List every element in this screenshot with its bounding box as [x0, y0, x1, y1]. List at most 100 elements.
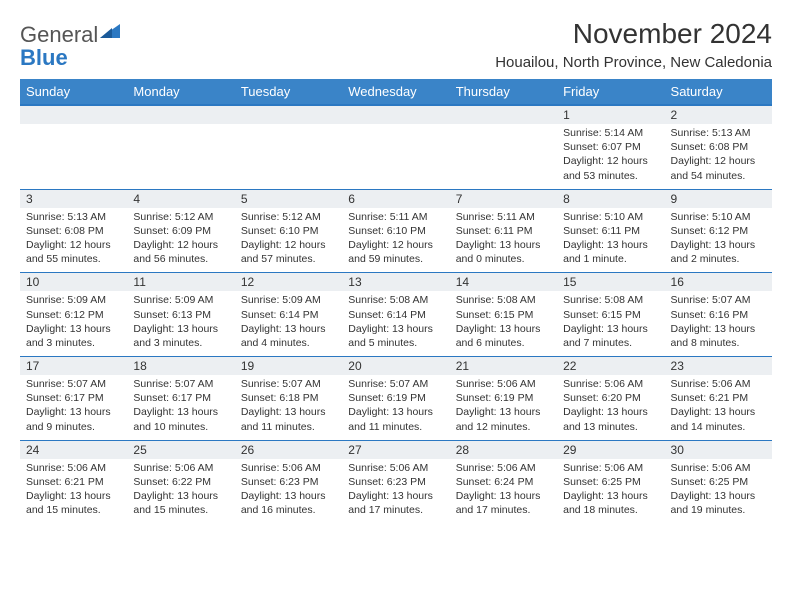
- day-number: 15: [557, 273, 664, 291]
- day-number: 9: [665, 190, 772, 208]
- calendar-day-cell: 27Sunrise: 5:06 AMSunset: 6:23 PMDayligh…: [342, 440, 449, 523]
- calendar-day-cell: 15 Sunrise: 5:08 AMSunset: 6:15 PMDayligh…: [557, 273, 664, 357]
- day-number: 18: [127, 357, 234, 375]
- calendar-week-row: 10Sunrise: 5:09 AMSunset: 6:12 PMDayligh…: [20, 273, 772, 357]
- day-number: 30: [665, 441, 772, 459]
- calendar-day-cell: 3 Sunrise: 5:13 AMSunset: 6:08 PMDaylight…: [20, 189, 127, 273]
- day-details: Sunrise: 5:06 AMSunset: 6:23 PMDaylight:…: [241, 461, 336, 518]
- sunrise-text: Sunrise: 5:13 AM: [671, 126, 766, 140]
- sunrise-text: Sunrise: 5:06 AM: [133, 461, 228, 475]
- daylight-text: Daylight: 13 hours and 0 minutes.: [456, 238, 551, 266]
- daylight-text: Daylight: 13 hours and 11 minutes.: [241, 405, 336, 433]
- day-number: 6: [342, 190, 449, 208]
- calendar-table: SundayMondayTuesdayWednesdayThursdayFrid…: [20, 79, 772, 523]
- day-details: Sunrise: 5:07 AMSunset: 6:17 PMDaylight:…: [133, 377, 228, 434]
- daylight-text: Daylight: 12 hours and 59 minutes.: [348, 238, 443, 266]
- day-number: 2: [665, 106, 772, 124]
- daylight-text: Daylight: 13 hours and 19 minutes.: [671, 489, 766, 517]
- calendar-day-cell: 28Sunrise: 5:06 AMSunset: 6:24 PMDayligh…: [450, 440, 557, 523]
- calendar-day-cell: 25Sunrise: 5:06 AMSunset: 6:22 PMDayligh…: [127, 440, 234, 523]
- sunset-text: Sunset: 6:19 PM: [456, 391, 551, 405]
- sunset-text: Sunset: 6:08 PM: [26, 224, 121, 238]
- location-text: Houailou, North Province, New Caledonia: [495, 54, 772, 71]
- sunset-text: Sunset: 6:15 PM: [456, 308, 551, 322]
- sunset-text: Sunset: 6:07 PM: [563, 140, 658, 154]
- calendar-day-cell: 29Sunrise: 5:06 AMSunset: 6:25 PMDayligh…: [557, 440, 664, 523]
- calendar-column-header: Friday: [557, 79, 664, 105]
- day-details: Sunrise: 5:13 AMSunset: 6:08 PMDaylight:…: [26, 210, 121, 267]
- daylight-text: Daylight: 13 hours and 10 minutes.: [133, 405, 228, 433]
- calendar-day-cell: 23Sunrise: 5:06 AMSunset: 6:21 PMDayligh…: [665, 357, 772, 441]
- sunset-text: Sunset: 6:11 PM: [563, 224, 658, 238]
- sunrise-text: Sunrise: 5:06 AM: [563, 461, 658, 475]
- calendar-column-header: Wednesday: [342, 79, 449, 105]
- day-details: Sunrise: 5:11 AMSunset: 6:10 PMDaylight:…: [348, 210, 443, 267]
- day-number: 24: [20, 441, 127, 459]
- day-details: Sunrise: 5:12 AMSunset: 6:09 PMDaylight:…: [133, 210, 228, 267]
- calendar-day-cell: 17Sunrise: 5:07 AMSunset: 6:17 PMDayligh…: [20, 357, 127, 441]
- sunrise-text: Sunrise: 5:11 AM: [348, 210, 443, 224]
- day-number: 21: [450, 357, 557, 375]
- day-number: 25: [127, 441, 234, 459]
- calendar-day-cell: 13Sunrise: 5:08 AMSunset: 6:14 PMDayligh…: [342, 273, 449, 357]
- daylight-text: Daylight: 12 hours and 53 minutes.: [563, 154, 658, 182]
- sunrise-text: Sunrise: 5:06 AM: [348, 461, 443, 475]
- calendar-day-cell: 7Sunrise: 5:11 AMSunset: 6:11 PMDaylight…: [450, 189, 557, 273]
- day-number: 4: [127, 190, 234, 208]
- sunset-text: Sunset: 6:18 PM: [241, 391, 336, 405]
- day-details: Sunrise: 5:08 AMSunset: 6:15 PMDaylight:…: [563, 293, 658, 350]
- calendar-day-cell: 14Sunrise: 5:08 AMSunset: 6:15 PMDayligh…: [450, 273, 557, 357]
- daylight-text: Daylight: 13 hours and 18 minutes.: [563, 489, 658, 517]
- daylight-text: Daylight: 13 hours and 6 minutes.: [456, 322, 551, 350]
- sunrise-text: Sunrise: 5:13 AM: [26, 210, 121, 224]
- brand-name: General Blue: [20, 18, 122, 69]
- calendar-week-row: 3Sunrise: 5:13 AMSunset: 6:08 PMDaylight…: [20, 189, 772, 273]
- brand-mark-icon: [98, 18, 122, 42]
- calendar-day-cell: 11Sunrise: 5:09 AMSunset: 6:13 PMDayligh…: [127, 273, 234, 357]
- day-number: 12: [235, 273, 342, 291]
- day-details: Sunrise: 5:08 AMSunset: 6:15 PMDaylight:…: [456, 293, 551, 350]
- calendar-day-cell: 12Sunrise: 5:09 AMSunset: 6:14 PMDayligh…: [235, 273, 342, 357]
- day-details: Sunrise: 5:07 AMSunset: 6:19 PMDaylight:…: [348, 377, 443, 434]
- header: General Blue November 2024 Houailou, Nor…: [20, 18, 772, 71]
- sunrise-text: Sunrise: 5:11 AM: [456, 210, 551, 224]
- sunrise-text: Sunrise: 5:12 AM: [241, 210, 336, 224]
- day-details: Sunrise: 5:06 AMSunset: 6:25 PMDaylight:…: [563, 461, 658, 518]
- sunset-text: Sunset: 6:25 PM: [671, 475, 766, 489]
- calendar-day-cell: 19Sunrise: 5:07 AMSunset: 6:18 PMDayligh…: [235, 357, 342, 441]
- sunset-text: Sunset: 6:11 PM: [456, 224, 551, 238]
- calendar-day-cell: 18 Sunrise: 5:07 AMSunset: 6:17 PMDayligh…: [127, 357, 234, 441]
- sunrise-text: Sunrise: 5:07 AM: [133, 377, 228, 391]
- day-number: [450, 106, 557, 124]
- sunrise-text: Sunrise: 5:08 AM: [348, 293, 443, 307]
- day-details: Sunrise: 5:06 AMSunset: 6:20 PMDaylight:…: [563, 377, 658, 434]
- daylight-text: Daylight: 13 hours and 5 minutes.: [348, 322, 443, 350]
- calendar-day-cell: 20Sunrise: 5:07 AMSunset: 6:19 PMDayligh…: [342, 357, 449, 441]
- daylight-text: Daylight: 13 hours and 14 minutes.: [671, 405, 766, 433]
- sunset-text: Sunset: 6:23 PM: [348, 475, 443, 489]
- sunrise-text: Sunrise: 5:07 AM: [241, 377, 336, 391]
- day-details: Sunrise: 5:10 AMSunset: 6:12 PMDaylight:…: [671, 210, 766, 267]
- sunrise-text: Sunrise: 5:06 AM: [26, 461, 121, 475]
- daylight-text: Daylight: 13 hours and 8 minutes.: [671, 322, 766, 350]
- daylight-text: Daylight: 13 hours and 15 minutes.: [26, 489, 121, 517]
- day-details: Sunrise: 5:12 AMSunset: 6:10 PMDaylight:…: [241, 210, 336, 267]
- calendar-day-cell: 2Sunrise: 5:13 AMSunset: 6:08 PMDaylight…: [665, 105, 772, 189]
- title-block: November 2024 Houailou, North Province, …: [495, 18, 772, 71]
- sunset-text: Sunset: 6:19 PM: [348, 391, 443, 405]
- day-number: 27: [342, 441, 449, 459]
- sunrise-text: Sunrise: 5:08 AM: [563, 293, 658, 307]
- day-number: 3: [20, 190, 127, 208]
- sunset-text: Sunset: 6:12 PM: [671, 224, 766, 238]
- calendar-day-cell: 26 Sunrise: 5:06 AMSunset: 6:23 PMDayligh…: [235, 440, 342, 523]
- day-number: 23: [665, 357, 772, 375]
- day-number: 26: [235, 441, 342, 459]
- calendar-column-header: Sunday: [20, 79, 127, 105]
- calendar-header-row: SundayMondayTuesdayWednesdayThursdayFrid…: [20, 79, 772, 105]
- sunset-text: Sunset: 6:10 PM: [241, 224, 336, 238]
- day-number: 5: [235, 190, 342, 208]
- calendar-day-cell: 21Sunrise: 5:06 AMSunset: 6:19 PMDayligh…: [450, 357, 557, 441]
- sunset-text: Sunset: 6:20 PM: [563, 391, 658, 405]
- sunset-text: Sunset: 6:25 PM: [563, 475, 658, 489]
- sunset-text: Sunset: 6:10 PM: [348, 224, 443, 238]
